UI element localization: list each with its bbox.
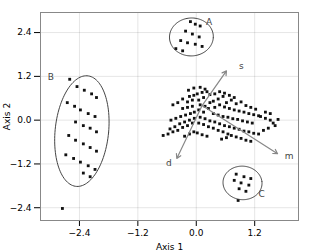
svg-text:−1.2: −1.2 — [10, 159, 32, 169]
svg-text:Axis 2: Axis 2 — [2, 103, 12, 130]
svg-text:−2.4: −2.4 — [10, 203, 32, 213]
svg-text:B: B — [48, 72, 54, 82]
svg-text:C: C — [259, 189, 265, 199]
svg-text:0.0: 0.0 — [189, 228, 204, 238]
svg-text:1.2: 1.2 — [17, 71, 31, 81]
svg-text:1.2: 1.2 — [248, 228, 262, 238]
svg-text:s: s — [239, 61, 244, 71]
svg-text:0.0: 0.0 — [17, 115, 32, 125]
svg-text:Axis 1: Axis 1 — [156, 242, 183, 252]
svg-text:2.4: 2.4 — [17, 27, 32, 37]
svg-text:d: d — [166, 158, 172, 168]
svg-text:−1.2: −1.2 — [127, 228, 149, 238]
svg-text:m: m — [285, 151, 294, 161]
svg-text:A: A — [206, 17, 213, 27]
svg-text:−2.4: −2.4 — [69, 228, 91, 238]
